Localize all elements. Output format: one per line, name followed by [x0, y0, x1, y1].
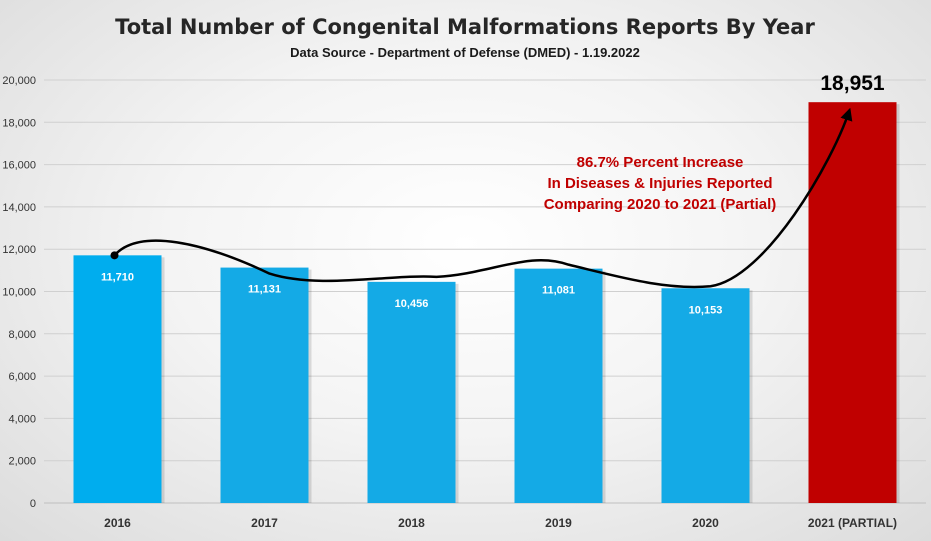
trend-arrow: [113, 107, 853, 289]
bar: [808, 102, 897, 504]
bars: [73, 102, 900, 504]
bar: [661, 288, 750, 503]
bar: [73, 255, 162, 503]
bar-value-label: 18,951: [820, 72, 885, 95]
bar-value-label: 11,131: [248, 284, 281, 296]
y-tick-label: 6,000: [8, 371, 36, 383]
y-tick-label: 18,000: [2, 117, 36, 129]
grid-lines: [44, 79, 926, 504]
y-axis: 0 2,000 4,000 6,000 8,000 10,000 12,000 14,000 1…: [2, 75, 36, 510]
bar: [367, 281, 456, 503]
x-tick-label: 2020: [692, 516, 719, 530]
bar-value-label: 11,081: [542, 285, 575, 297]
y-tick-label: 8,000: [8, 329, 36, 341]
y-tick-label: 0: [30, 498, 36, 510]
bar-value-label: 10,456: [395, 298, 429, 310]
bar-value-label: 10,153: [689, 304, 723, 316]
annotation-line: In Diseases & Injuries Reported: [547, 175, 772, 192]
annotation: 86.7% Percent Increase In Diseases & Inju…: [544, 154, 777, 213]
chart-title: Total Number of Congenital Malformations…: [115, 15, 815, 39]
y-tick-label: 12,000: [2, 244, 36, 256]
chart-subtitle: Data Source - Department of Defense (DME…: [290, 45, 640, 60]
y-tick-label: 14,000: [2, 202, 36, 214]
bar: [220, 267, 309, 503]
y-tick-label: 10,000: [2, 287, 36, 299]
bar: [514, 268, 603, 503]
x-tick-label: 2017: [251, 516, 278, 530]
annotation-line: Comparing 2020 to 2021 (Partial): [544, 196, 777, 213]
x-tick-label: 2016: [104, 516, 131, 530]
data-labels: 11,710 11,131 10,456 11,081 10,153 18,951: [101, 72, 885, 316]
annotation-line: 86.7% Percent Increase: [577, 154, 744, 171]
x-tick-label: 2018: [398, 516, 425, 530]
x-axis: 2016 2017 2018 2019 2020 2021 (PARTIAL): [104, 516, 897, 530]
y-tick-label: 2,000: [8, 456, 36, 468]
y-tick-label: 16,000: [2, 160, 36, 172]
y-tick-label: 4,000: [8, 413, 36, 425]
x-tick-label: 2019: [545, 516, 572, 530]
trend-start-dot: [110, 251, 119, 260]
y-tick-label: 20,000: [2, 75, 36, 87]
x-tick-label: 2021 (PARTIAL): [808, 516, 897, 530]
bar-value-label: 11,710: [101, 271, 134, 283]
